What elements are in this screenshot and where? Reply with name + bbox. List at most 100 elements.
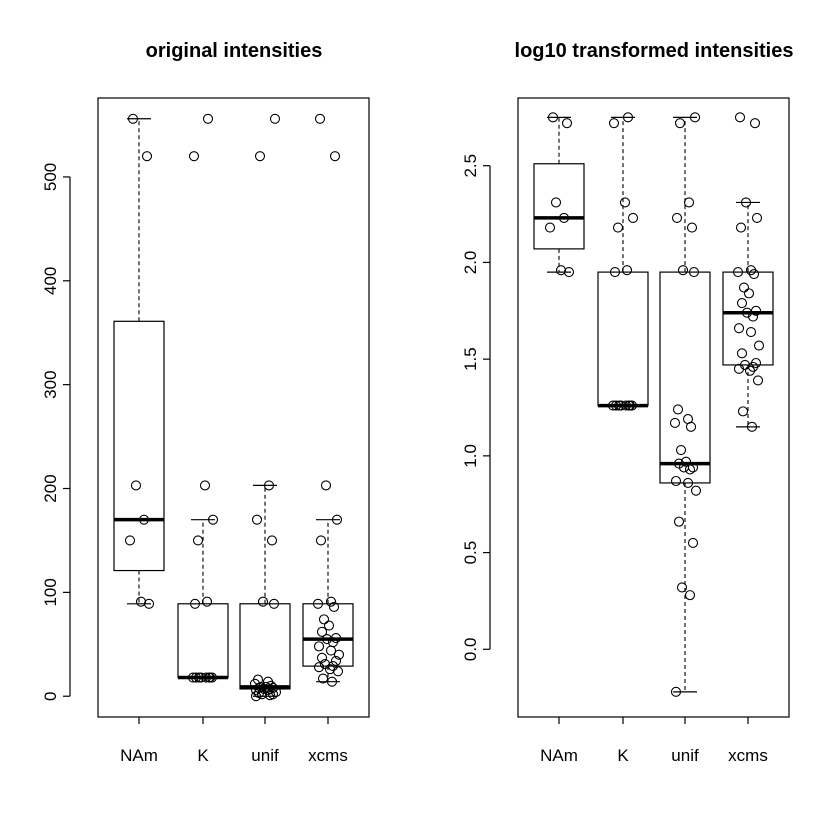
data-point [264, 690, 276, 701]
data-point [326, 676, 338, 687]
iqr-box [239, 603, 291, 690]
data-point [192, 535, 204, 546]
data-point [329, 151, 341, 162]
data-point [141, 151, 153, 162]
data-point [686, 222, 698, 233]
box-group-xcms [302, 519, 354, 683]
y-tick-label: 1.5 [461, 347, 480, 371]
data-point [677, 265, 689, 276]
data-point [202, 113, 214, 124]
data-point [254, 151, 266, 162]
panel-title: original intensities [146, 40, 323, 62]
data-point [737, 406, 749, 417]
data-point [328, 601, 340, 612]
data-point [318, 614, 330, 625]
data-point [676, 582, 688, 593]
data-point [688, 267, 700, 278]
box-group-k [177, 519, 229, 680]
data-point [321, 634, 333, 645]
data-point [330, 655, 342, 666]
data-point [678, 462, 690, 473]
original-intensities-panel: original intensities NAm K unif xcms 0 10… [41, 40, 370, 765]
data-point [187, 672, 199, 683]
y-tick-label: 2.0 [461, 251, 480, 275]
data-point [269, 113, 281, 124]
data-point [124, 535, 136, 546]
plot-frame [517, 97, 790, 718]
data-point [747, 311, 759, 322]
data-point [313, 641, 325, 652]
data-point [200, 672, 212, 683]
data-point [670, 686, 682, 697]
data-point [563, 267, 575, 278]
data-point [332, 666, 344, 677]
data-point [622, 112, 634, 123]
y-tick-label: 500 [41, 163, 60, 191]
data-point [135, 596, 147, 607]
data-point [130, 480, 142, 491]
x-tick-label-xcms: xcms [308, 746, 348, 765]
data-point [268, 598, 280, 609]
x-tick-label-unif: unif [251, 746, 279, 765]
data-point [674, 118, 686, 129]
data-point [672, 404, 684, 415]
data-point [626, 400, 638, 411]
data-point [325, 596, 337, 607]
data-point [746, 421, 758, 432]
x-tick-label-unif: unif [671, 746, 699, 765]
data-point [264, 683, 276, 695]
data-point [270, 687, 282, 698]
data-point [203, 672, 215, 683]
data-point [127, 113, 139, 124]
data-point [736, 348, 748, 359]
x-tick-label-k: K [197, 746, 209, 765]
data-point [751, 212, 763, 223]
y-tick-label: 0 [41, 691, 60, 700]
data-point [256, 689, 268, 700]
box-group-k [597, 116, 649, 408]
data-point [189, 598, 201, 609]
data-point [266, 535, 278, 546]
data-point [734, 112, 746, 123]
data-point [684, 464, 696, 475]
data-point [199, 480, 211, 491]
data-point [671, 212, 683, 223]
data-point [745, 327, 757, 338]
iqr-box [659, 271, 711, 484]
data-point [738, 282, 750, 293]
data-point [314, 113, 326, 124]
box-group-xcms [722, 201, 774, 428]
data-point [675, 445, 687, 456]
data-point [250, 691, 262, 702]
y-tick-label: 1.0 [461, 444, 480, 468]
y-tick-label: 0.5 [461, 541, 480, 565]
data-point [544, 222, 556, 233]
data-point [561, 118, 573, 129]
panel-title: log10 transformed intensities [515, 40, 794, 62]
data-point [547, 112, 559, 123]
y-tick-label: 2.5 [461, 154, 480, 178]
data-point [744, 365, 756, 376]
data-point [317, 673, 329, 684]
data-point [670, 475, 682, 487]
data-point [331, 514, 343, 525]
data-point [623, 400, 635, 411]
log10-transformed-intensities-panel: log10 transformed intensities NAm K unif… [461, 40, 793, 765]
iqr-box [597, 271, 649, 407]
data-point [743, 288, 755, 299]
data-point [690, 485, 702, 496]
data-point [188, 151, 200, 162]
data-point [609, 267, 621, 278]
data-point [733, 323, 745, 334]
data-point [752, 375, 764, 386]
data-point [324, 664, 336, 675]
x-tick-label-nam: NAm [120, 746, 158, 765]
x-tick-label-nam: NAm [540, 746, 578, 765]
data-point [207, 514, 219, 525]
plot-frame [97, 97, 370, 718]
data-point [325, 645, 337, 656]
iqr-box [177, 603, 229, 679]
data-point [138, 514, 150, 525]
data-point [749, 118, 761, 129]
